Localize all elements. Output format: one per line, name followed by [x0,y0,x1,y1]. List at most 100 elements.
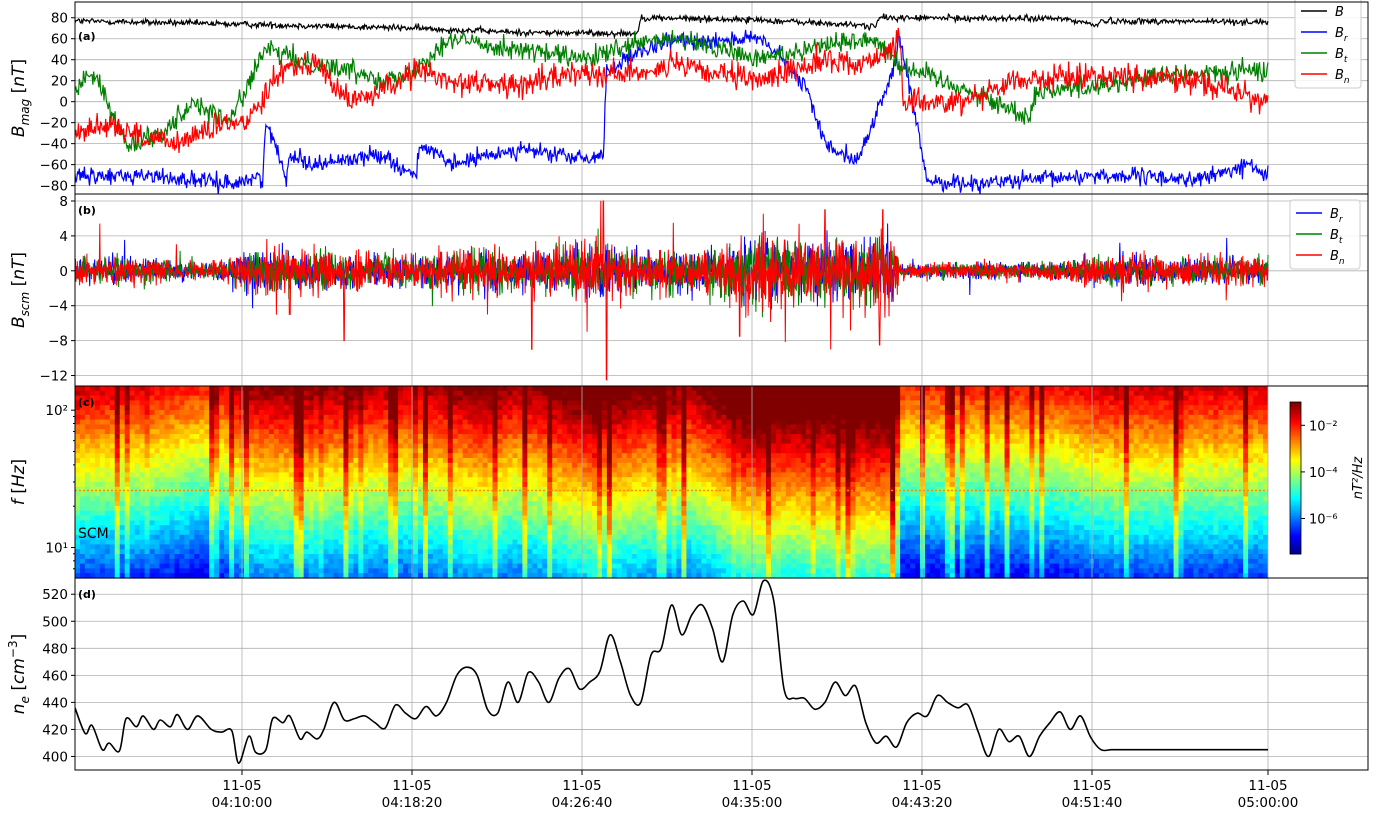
spectrogram-cell [636,554,643,560]
spectrogram-cell [447,486,454,493]
spectrogram-cell [199,386,205,392]
spectrogram-cell [124,419,131,425]
spectrogram-cell [582,525,588,531]
spectrogram-cell [467,453,474,459]
spectrogram-cell [258,443,265,449]
spectrogram-cell [601,419,608,425]
spectrogram-cell [636,486,643,493]
spectrogram-cell [204,395,210,401]
spectrogram-cell [656,491,663,497]
spectrogram-cell [278,539,285,545]
spectrogram-cell [497,573,504,579]
spectrogram-cell [646,400,653,406]
spectrogram-cell [427,549,434,555]
spectrogram-cell [492,443,499,449]
spectrogram-cell [293,472,300,478]
spectrogram-cell [398,510,404,517]
spectrogram-cell [611,549,618,555]
spectrogram-cell [547,395,553,401]
spectrogram-cell [149,563,156,569]
spectrogram-cell [388,568,394,574]
spectrogram-cell [552,472,558,478]
spectrogram-cell [353,486,359,493]
spectrogram-cell [348,429,354,435]
spectrogram-cell [656,405,663,411]
spectrogram-cell [308,434,315,440]
spectrogram-cell [303,515,310,521]
spectrogram-cell [676,424,683,430]
spectrogram-cell [194,443,200,449]
spectrogram-cell [626,410,633,416]
spectrogram-cell [527,438,533,445]
spectrogram-cell [442,530,449,536]
spectrogram-cell [234,477,240,483]
spectrogram-cell [457,482,464,488]
spectrogram-cell [234,506,240,512]
spectrogram-cell [373,400,379,406]
spectrogram-cell [497,506,504,512]
spectrogram-cell [368,482,374,488]
spectrogram-cell [144,534,151,541]
spectrogram-cell [537,424,543,430]
spectrogram-cell [333,405,340,411]
spectrogram-cell [139,515,146,521]
spectrogram-cell [174,424,180,430]
spectrogram-cell [328,405,335,411]
spectrogram-cell [487,386,494,392]
spectrogram-cell [184,520,190,526]
spectrogram-cell [497,386,504,392]
spectrogram-cell [512,448,518,454]
spectrogram-cell [577,395,583,401]
spectrogram-cell [199,395,205,401]
spectrogram-cell [442,429,449,435]
spectrogram-cell [408,424,414,430]
spectrogram-cell [134,520,141,526]
spectrogram-cell [104,510,111,517]
spectrogram-cell [268,534,275,541]
spectrogram-cell [582,496,588,502]
spectrogram-cell [338,438,345,445]
spectrogram-cell [477,549,484,555]
spectrogram-cell [229,477,235,483]
spectrogram-cell [517,558,523,565]
spectrogram-cell [184,477,190,483]
spectrogram-cell [601,486,608,493]
spectrogram-cell [636,501,643,507]
spectrogram-cell [119,414,126,421]
spectrogram-cell [452,414,459,421]
spectrogram-cell [567,438,573,445]
spectrogram-cell [353,549,359,555]
spectrogram-cell [154,462,161,469]
spectrogram-cell [427,467,434,473]
spectrogram-cell [591,544,598,550]
spectrogram-cell [671,448,678,454]
spectrogram-cell [219,506,225,512]
spectrogram-cell [219,486,225,493]
spectrogram-cell [452,395,459,401]
spectrogram-cell [144,472,151,478]
spectrogram-cell [333,462,340,469]
spectrogram-cell [219,400,225,406]
spectrogram-cell [661,544,668,550]
spectrogram-cell [596,491,603,497]
spectrogram-cell [75,520,81,526]
spectrogram-cell [288,395,295,401]
spectrogram-cell [298,419,305,425]
spectrogram-cell [681,496,688,502]
spectrogram-cell [631,501,638,507]
spectrogram-cell [209,491,215,497]
spectrogram-cell [587,510,593,517]
spectrogram-cell [522,558,528,565]
spectrogram-cell [527,429,533,435]
spectrogram-cell [591,458,598,464]
spectrogram-cell [184,539,190,545]
spectrogram-cell [308,525,315,531]
spectrogram-cell [626,554,633,560]
spectrogram-cell [368,400,374,406]
spectrogram-cell [611,419,618,425]
spectrogram-cell [109,501,116,507]
spectrogram-cell [94,390,101,397]
spectrogram-cell [403,520,409,526]
spectrogram-cell [159,539,166,545]
spectrogram-cell [527,539,533,545]
